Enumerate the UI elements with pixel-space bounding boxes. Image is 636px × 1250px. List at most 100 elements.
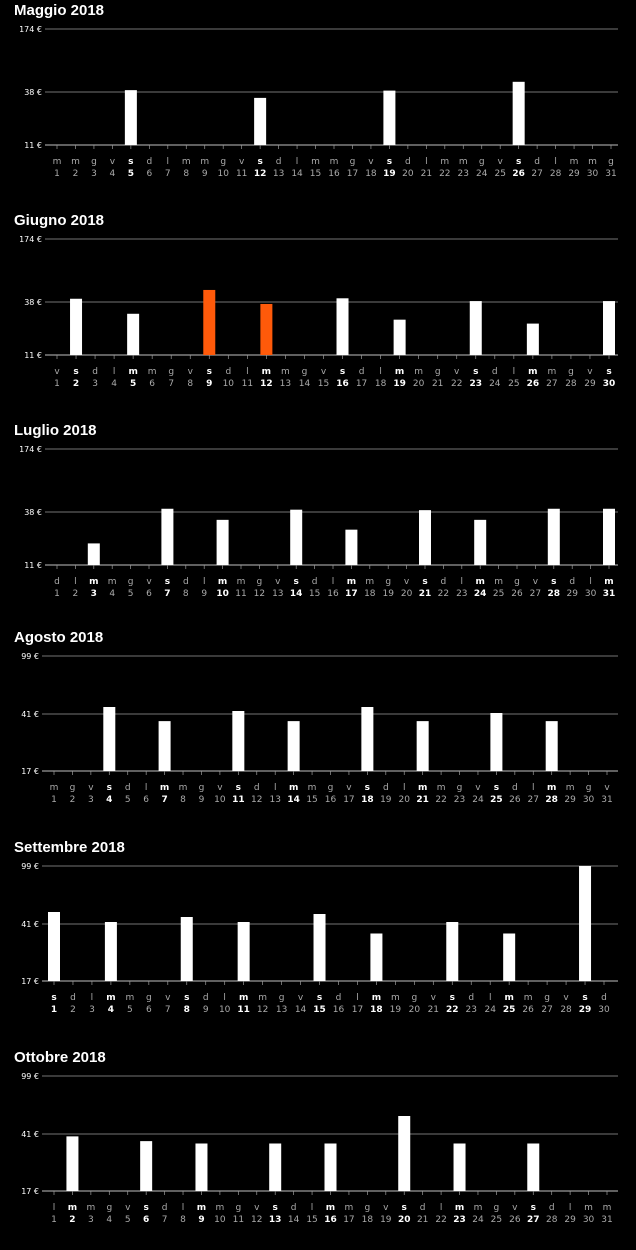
weekday-label: l — [223, 993, 226, 1003]
price-bar-day-12[interactable] — [254, 97, 267, 145]
weekday-label: m — [311, 157, 320, 167]
price-bar-day-23[interactable] — [453, 1143, 466, 1192]
weekday-label: l — [113, 367, 116, 377]
price-bar-day-28[interactable] — [547, 508, 560, 565]
price-bar-day-2[interactable] — [66, 1136, 79, 1191]
price-bar-day-13[interactable] — [269, 1143, 282, 1192]
day-number-label: 30 — [583, 795, 595, 805]
price-bar-day-24[interactable] — [474, 519, 487, 565]
price-bar-day-19[interactable] — [393, 319, 406, 355]
price-bar-day-25[interactable] — [490, 713, 503, 771]
price-bar-day-15[interactable] — [313, 914, 326, 981]
weekday-label: m — [504, 993, 513, 1003]
day-number-label: 25 — [493, 589, 504, 599]
weekday-label: g — [220, 157, 226, 167]
price-bar-day-7[interactable] — [161, 508, 174, 565]
price-bar-day-26[interactable] — [526, 323, 539, 355]
price-bar-day-19[interactable] — [383, 90, 396, 145]
price-bar-day-18[interactable] — [361, 707, 374, 771]
day-number-label: 7 — [168, 379, 174, 389]
weekday-label: m — [197, 1203, 206, 1213]
day-number-label: 12 — [254, 589, 265, 599]
weekday-label: v — [346, 783, 352, 793]
day-number-label: 5 — [125, 795, 131, 805]
price-bar-day-11[interactable] — [232, 711, 245, 771]
weekday-label: l — [356, 993, 359, 1003]
day-number-label: 8 — [184, 1005, 190, 1015]
y-tick-label: 174 € — [19, 235, 42, 244]
price-bar-day-27[interactable] — [527, 1143, 540, 1192]
weekday-label: l — [461, 577, 464, 587]
price-bar-day-5[interactable] — [127, 313, 140, 355]
weekday-label: g — [91, 157, 97, 167]
weekday-label: s — [51, 993, 56, 1003]
day-number-label: 5 — [128, 169, 134, 179]
day-number-label: 14 — [295, 1005, 307, 1015]
price-bar-day-10[interactable] — [216, 519, 229, 565]
day-number-label: 10 — [217, 169, 229, 179]
price-bar-day-30[interactable] — [603, 301, 615, 355]
weekday-label: g — [199, 783, 205, 793]
weekday-label: d — [512, 783, 518, 793]
price-bar-day-16[interactable] — [324, 1143, 337, 1192]
day-number-label: 7 — [164, 589, 170, 599]
y-tick-label: 174 € — [19, 445, 42, 454]
price-bar-day-6[interactable] — [140, 1141, 153, 1191]
price-bar-day-20[interactable] — [398, 1116, 411, 1191]
weekday-label: s — [207, 367, 212, 377]
price-bar-day-31[interactable] — [603, 508, 615, 565]
day-number-label: 29 — [568, 169, 580, 179]
price-bar-day-4[interactable] — [103, 707, 116, 771]
weekday-label: m — [218, 577, 227, 587]
weekday-label: d — [203, 993, 209, 1003]
price-bar-day-21[interactable] — [416, 721, 429, 771]
price-bar-day-25[interactable] — [503, 933, 516, 982]
price-bar-day-29[interactable] — [579, 866, 592, 981]
day-number-label: 9 — [199, 795, 205, 805]
price-bar-day-4[interactable] — [104, 922, 117, 981]
price-bar-day-9[interactable] — [203, 289, 216, 355]
day-number-label: 18 — [370, 1005, 383, 1015]
day-number-label: 2 — [70, 795, 76, 805]
price-bar-day-14[interactable] — [290, 509, 303, 565]
day-number-label: 6 — [146, 1005, 152, 1015]
price-bar-day-2[interactable] — [70, 298, 83, 355]
price-bar-day-5[interactable] — [124, 90, 137, 145]
weekday-label: m — [89, 577, 98, 587]
price-bar-day-21[interactable] — [419, 510, 431, 565]
price-bar-day-7[interactable] — [158, 721, 171, 771]
price-bar-day-11[interactable] — [237, 922, 250, 981]
day-number-label: 22 — [439, 169, 450, 179]
price-bar-day-23[interactable] — [469, 301, 482, 355]
weekday-label: l — [296, 157, 299, 167]
price-bar-day-28[interactable] — [545, 721, 558, 771]
weekday-label: m — [262, 367, 271, 377]
day-number-label: 24 — [476, 169, 488, 179]
day-number-label: 29 — [566, 589, 578, 599]
price-bar-day-1[interactable] — [48, 912, 60, 981]
day-number-label: 11 — [233, 1215, 244, 1225]
day-number-label: 25 — [508, 379, 519, 389]
weekday-label: s — [387, 157, 392, 167]
weekday-label: d — [312, 577, 318, 587]
weekday-label: v — [368, 157, 374, 167]
price-bar-day-9[interactable] — [195, 1143, 208, 1192]
price-bar-day-8[interactable] — [180, 917, 193, 981]
price-bar-day-16[interactable] — [336, 298, 349, 355]
day-number-label: 14 — [299, 379, 311, 389]
day-number-label: 18 — [362, 1215, 374, 1225]
day-number-label: 9 — [203, 1005, 209, 1015]
day-number-label: 31 — [605, 169, 616, 179]
weekday-label: g — [328, 783, 334, 793]
price-bar-day-3[interactable] — [87, 543, 100, 565]
price-bar-day-26[interactable] — [512, 81, 525, 145]
price-bar-day-12[interactable] — [260, 303, 273, 355]
price-bar-day-17[interactable] — [345, 529, 358, 565]
weekday-label: m — [372, 993, 381, 1003]
day-number-label: 4 — [106, 1215, 112, 1225]
price-bar-day-18[interactable] — [370, 933, 383, 982]
price-bar-day-22[interactable] — [446, 922, 459, 981]
price-bar-day-14[interactable] — [287, 721, 300, 771]
weekday-label: g — [106, 1203, 112, 1213]
